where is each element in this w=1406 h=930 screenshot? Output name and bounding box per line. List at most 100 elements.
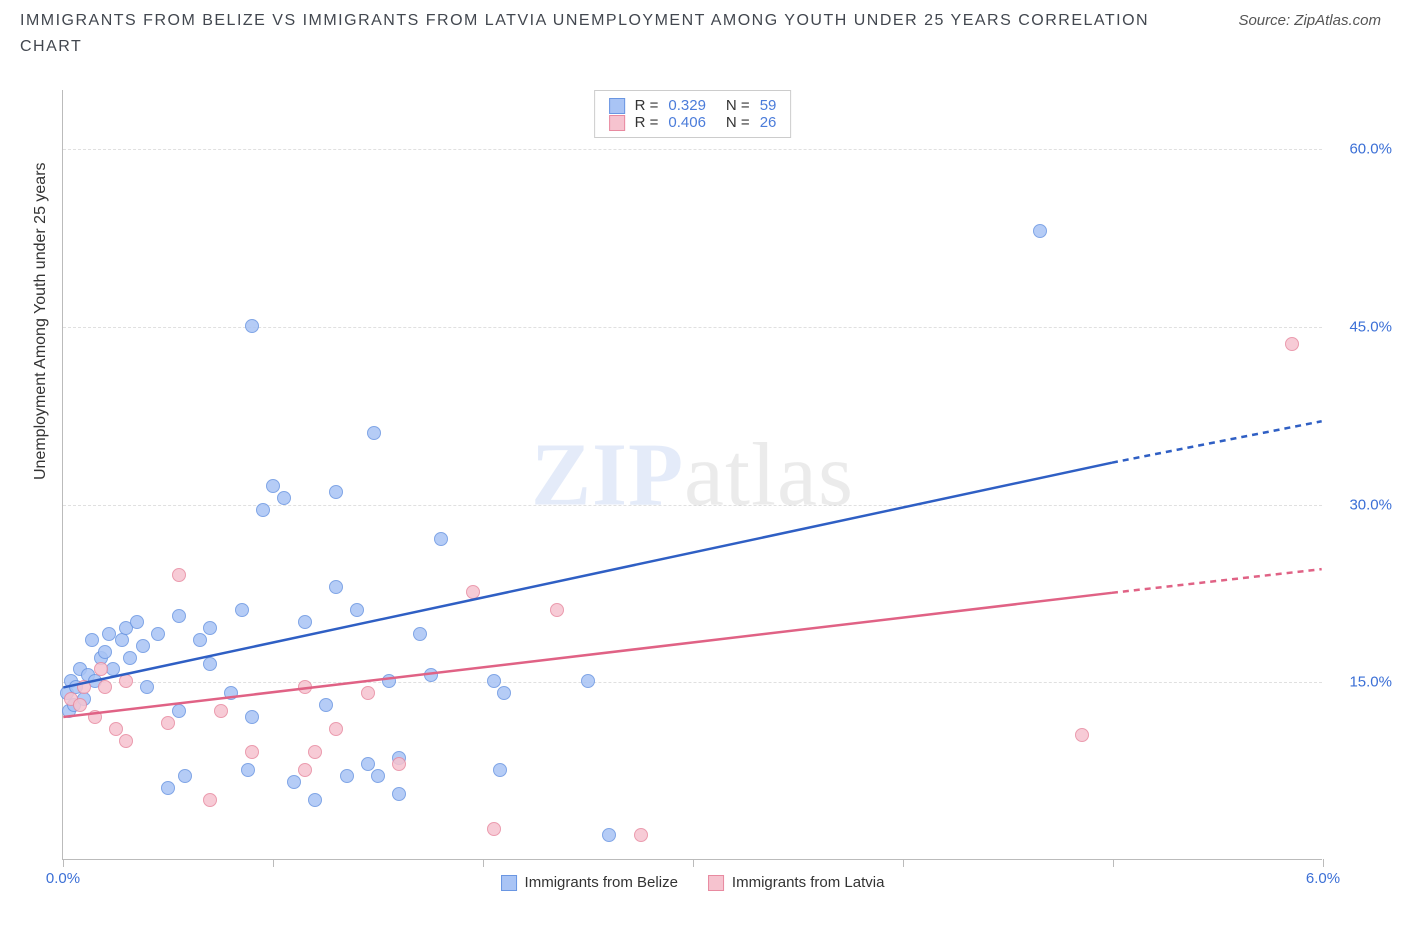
- data-point: [1285, 337, 1299, 351]
- n-value: 59: [760, 97, 777, 114]
- data-point: [367, 426, 381, 440]
- y-axis-label: Unemployment Among Youth under 25 years: [32, 162, 50, 480]
- data-point: [266, 479, 280, 493]
- data-point: [172, 568, 186, 582]
- y-tick-label: 45.0%: [1349, 318, 1392, 335]
- data-point: [493, 763, 507, 777]
- data-point: [130, 615, 144, 629]
- data-point: [581, 674, 595, 688]
- x-tick-label: 6.0%: [1306, 870, 1340, 887]
- data-point: [203, 621, 217, 635]
- data-point: [109, 722, 123, 736]
- data-point: [119, 674, 133, 688]
- r-label: R =: [635, 114, 659, 131]
- watermark: ZIPatlas: [531, 423, 854, 526]
- data-point: [203, 657, 217, 671]
- data-point: [361, 686, 375, 700]
- data-point: [193, 633, 207, 647]
- legend-swatch: [708, 875, 724, 891]
- data-point: [77, 680, 91, 694]
- x-tick: [273, 859, 274, 867]
- data-point: [298, 763, 312, 777]
- y-tick-label: 60.0%: [1349, 141, 1392, 158]
- data-point: [245, 710, 259, 724]
- gridline: [63, 149, 1322, 150]
- r-label: R =: [635, 97, 659, 114]
- data-point: [106, 662, 120, 676]
- legend-swatch: [501, 875, 517, 891]
- data-point: [1033, 224, 1047, 238]
- data-point: [245, 319, 259, 333]
- n-label: N =: [726, 114, 750, 131]
- data-point: [178, 769, 192, 783]
- y-tick-label: 15.0%: [1349, 674, 1392, 691]
- r-value: 0.329: [668, 97, 706, 114]
- data-point: [392, 757, 406, 771]
- legend-swatch: [609, 115, 625, 131]
- data-point: [602, 828, 616, 842]
- data-point: [241, 763, 255, 777]
- data-point: [172, 704, 186, 718]
- x-tick: [693, 859, 694, 867]
- data-point: [350, 603, 364, 617]
- data-point: [119, 734, 133, 748]
- n-value: 26: [760, 114, 777, 131]
- series-name: Immigrants from Belize: [525, 874, 678, 891]
- legend-row: R = 0.329 N = 59: [609, 97, 777, 114]
- data-point: [256, 503, 270, 517]
- source-attribution: Source: ZipAtlas.com: [1238, 12, 1381, 29]
- gridline: [63, 505, 1322, 506]
- series-legend-item: Immigrants from Latvia: [708, 874, 885, 891]
- x-tick: [1113, 859, 1114, 867]
- data-point: [235, 603, 249, 617]
- data-point: [98, 680, 112, 694]
- trend-lines: [63, 90, 1322, 859]
- data-point: [361, 757, 375, 771]
- data-point: [298, 680, 312, 694]
- data-point: [298, 615, 312, 629]
- data-point: [85, 633, 99, 647]
- y-tick-label: 30.0%: [1349, 496, 1392, 513]
- legend-row: R = 0.406 N = 26: [609, 114, 777, 131]
- data-point: [94, 662, 108, 676]
- data-point: [466, 585, 480, 599]
- data-point: [151, 627, 165, 641]
- data-point: [88, 710, 102, 724]
- data-point: [550, 603, 564, 617]
- data-point: [487, 822, 501, 836]
- x-tick-label: 0.0%: [46, 870, 80, 887]
- data-point: [140, 680, 154, 694]
- data-point: [371, 769, 385, 783]
- data-point: [161, 716, 175, 730]
- data-point: [308, 793, 322, 807]
- data-point: [287, 775, 301, 789]
- x-tick: [483, 859, 484, 867]
- watermark-zip: ZIP: [531, 425, 684, 524]
- watermark-atlas: atlas: [684, 425, 854, 524]
- data-point: [487, 674, 501, 688]
- data-point: [340, 769, 354, 783]
- chart-plot-area: ZIPatlas R =0.329N =59R =0.406N =26 Immi…: [62, 90, 1322, 860]
- series-name: Immigrants from Latvia: [732, 874, 885, 891]
- r-value: 0.406: [668, 114, 706, 131]
- data-point: [98, 645, 112, 659]
- data-point: [214, 704, 228, 718]
- series-legend-item: Immigrants from Belize: [501, 874, 678, 891]
- series-legend: Immigrants from Belize Immigrants from La…: [501, 874, 885, 891]
- data-point: [73, 698, 87, 712]
- data-point: [634, 828, 648, 842]
- page-title: IMMIGRANTS FROM BELIZE VS IMMIGRANTS FRO…: [20, 8, 1150, 60]
- n-label: N =: [726, 97, 750, 114]
- data-point: [308, 745, 322, 759]
- data-point: [123, 651, 137, 665]
- data-point: [434, 532, 448, 546]
- data-point: [329, 580, 343, 594]
- data-point: [136, 639, 150, 653]
- x-tick: [63, 859, 64, 867]
- gridline: [63, 682, 1322, 683]
- correlation-legend: R = 0.329 N = 59 R = 0.406 N = 26: [594, 90, 792, 138]
- data-point: [497, 686, 511, 700]
- data-point: [277, 491, 291, 505]
- data-point: [382, 674, 396, 688]
- data-point: [161, 781, 175, 795]
